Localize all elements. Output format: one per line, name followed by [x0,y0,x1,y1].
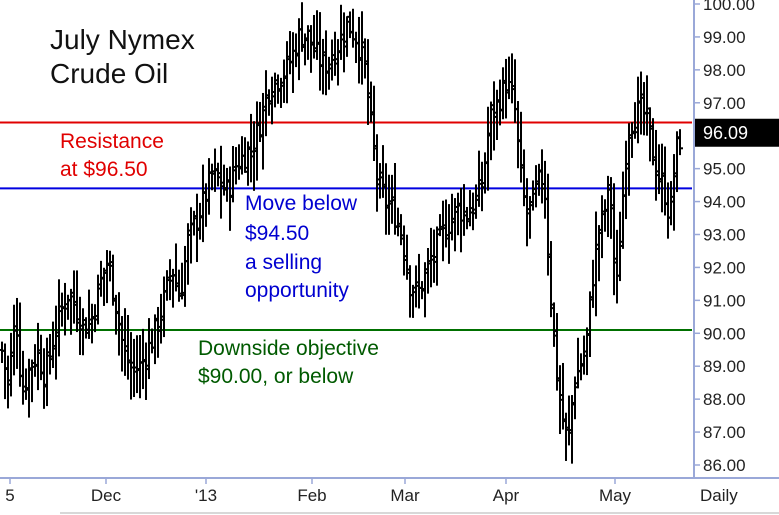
y-tick-label: 97.00 [703,94,746,113]
y-tick-label: 98.00 [703,61,746,80]
x-tick-label: '13 [195,486,217,505]
y-tick-label: 86.00 [703,456,746,475]
y-tick-label: 87.00 [703,423,746,442]
sell-label-line-2: $94.50 [245,222,309,245]
y-tick-label: 94.00 [703,193,746,212]
y-tick-label: 90.00 [703,324,746,343]
sell-label-line-4: opportunity [245,279,349,302]
x-tick-label: Apr [493,486,520,505]
y-tick-label: 88.00 [703,390,746,409]
y-tick-label: 89.00 [703,357,746,376]
ohlc-bar [677,129,683,156]
x-tick-label: 5 [5,486,14,505]
x-tick-label: Mar [390,486,420,505]
sell-label-line-3: a selling [245,251,322,274]
chart-title-line-1: July Nymex [50,24,195,55]
resistance-label-line-2: at $96.50 [60,158,148,181]
y-tick-label: 100.00 [703,0,755,14]
frequency-label: Daily [700,486,738,505]
y-tick-label: 95.00 [703,160,746,179]
last-price-marker: 96.09 [695,118,779,147]
last-price-label: 96.09 [703,123,748,143]
x-tick-label: Dec [91,486,122,505]
x-tick-label: Feb [297,486,326,505]
objective-label-line-2: $90.00, or below [198,365,354,388]
x-tick-label: May [599,486,632,505]
y-tick-label: 92.00 [703,258,746,277]
resistance-label-line-1: Resistance [60,130,164,153]
chart-title-line-2: Crude Oil [50,58,168,89]
y-tick-label: 93.00 [703,226,746,245]
price-axis: 86.00 87.00 88.00 89.00 90.00 91.00 92.00 93.00… [694,0,755,475]
ohlc-bars [0,2,683,464]
y-tick-label: 91.00 [703,291,746,310]
time-axis: 5 Dec '13 Feb Mar Apr May [5,478,632,505]
y-tick-label: 99.00 [703,28,746,47]
objective-label-line-1: Downside objective [198,337,379,360]
sell-label-line-1: Move below [245,192,358,215]
